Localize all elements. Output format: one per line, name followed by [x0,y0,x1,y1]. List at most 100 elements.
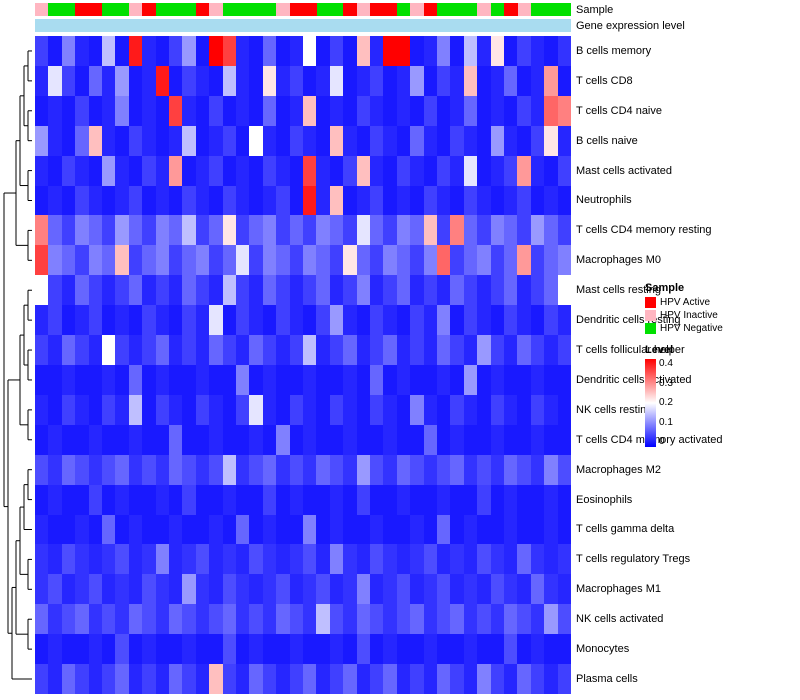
heatmap-cell [115,95,129,126]
row-label: Macrophages M1 [576,583,661,596]
heatmap-cell [503,364,518,395]
heatmap-cell [477,36,491,66]
heatmap-cell [35,604,49,635]
heatmap-cell [235,604,250,635]
heatmap-cell [168,664,183,694]
sample-annotation-cell [35,3,49,16]
gene-expression-annotation-cell [289,19,304,32]
gene-expression-annotation-cell [236,19,250,32]
heatmap-cell [503,305,518,336]
heatmap-cell [316,65,330,96]
heatmap-cell [517,484,531,515]
heatmap-cell [396,514,411,545]
heatmap-cell [195,215,210,246]
heatmap-cell [316,544,330,575]
heatmap-cell [195,394,210,425]
heatmap-cell [168,394,183,425]
heatmap-cell [530,454,545,485]
heatmap-cell [329,65,344,96]
heatmap-cell [101,544,116,575]
heatmap-cell [436,305,451,336]
heatmap-cell [101,634,116,665]
row-label: B cells memory [576,44,652,57]
heatmap-cell [168,125,183,156]
heatmap-cell [195,514,210,545]
heatmap-cell [557,604,571,635]
heatmap-cell [182,544,196,575]
heatmap-cell [302,604,317,635]
heatmap-cell [155,275,169,306]
heatmap-cell [262,215,277,246]
heatmap-cell [289,634,303,665]
heatmap-cell [329,634,344,665]
heatmap-cell [289,245,303,276]
heatmap-cell [88,65,102,96]
heatmap-cell [490,335,504,365]
heatmap-cell [182,364,196,395]
heatmap-cell [490,664,504,694]
heatmap-cell [168,65,183,96]
heatmap-cell [356,424,370,455]
heatmap-cell [235,424,250,455]
gene-expression-annotation-cell [557,19,572,32]
heatmap-cell [517,275,531,306]
heatmap-cell [450,275,464,306]
heatmap-cell [182,634,196,665]
heatmap-cell [302,484,317,515]
heatmap-cell [115,185,129,216]
heatmap-cell [276,155,290,186]
heatmap-cell [329,245,344,276]
heatmap-cell [463,454,478,485]
sample-annotation-cell [115,3,129,16]
level-tick: 0 [659,436,665,447]
heatmap-cell [343,215,357,246]
heatmap-cell [88,484,102,515]
heatmap-cell [544,454,558,485]
heatmap-cell [557,454,571,485]
heatmap-cell [302,215,317,246]
row-label: T cells gamma delta [576,523,675,536]
gene-expression-annotation-cell [61,19,76,32]
heatmap-cell [557,424,571,455]
heatmap-cell [222,215,236,246]
heatmap-cell [436,36,451,66]
heatmap-cell [289,664,303,694]
heatmap-cell [316,36,330,66]
heatmap-cell [329,335,344,365]
heatmap-cell [423,394,437,425]
heatmap-cell [101,454,116,485]
heatmap-cell [503,335,518,365]
heatmap-cell [235,634,250,665]
heatmap-cell [383,65,397,96]
heatmap-cell [383,454,397,485]
heatmap-cell [115,65,129,96]
heatmap-cell [369,514,384,545]
heatmap-cell [343,364,357,395]
heatmap-cell [517,394,531,425]
heatmap-cell [128,215,143,246]
heatmap-cell [369,215,384,246]
heatmap-cell [477,65,491,96]
heatmap-cell [249,125,263,156]
heatmap-cell [436,185,451,216]
gene-expression-annotation-cell [316,19,330,32]
heatmap-cell [503,245,518,276]
heatmap-cell [182,245,196,276]
heatmap-cell [249,454,263,485]
heatmap-cell [155,215,169,246]
heatmap-cell [262,185,277,216]
heatmap-cell [195,364,210,395]
heatmap-cell [88,155,102,186]
heatmap-cell [115,604,129,635]
sample-annotation-cell [423,3,438,16]
heatmap-cell [222,424,236,455]
heatmap-cell [490,634,504,665]
heatmap-cell [329,454,344,485]
heatmap-cell [490,544,504,575]
heatmap-cell [289,364,303,395]
sample-annotation-cell [155,3,170,16]
heatmap-cell [316,215,330,246]
heatmap-cell [302,125,317,156]
heatmap-cell [222,36,236,66]
heatmap-cell [356,36,370,66]
